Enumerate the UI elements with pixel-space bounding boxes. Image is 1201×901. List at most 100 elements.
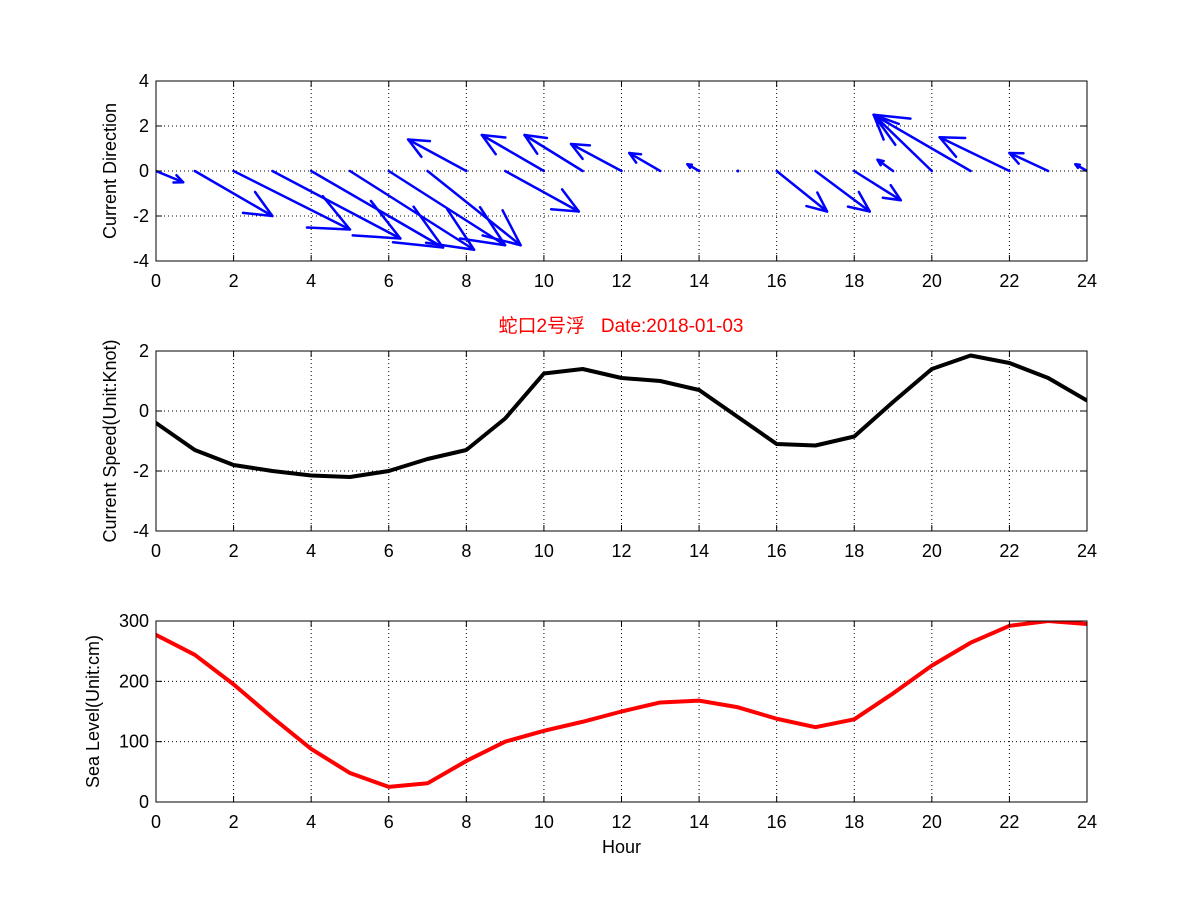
quiver-arrow <box>628 151 662 173</box>
y-tick-label: 0 <box>139 792 149 812</box>
x-tick-label: 18 <box>844 271 864 291</box>
x-tick-label: 20 <box>922 812 942 832</box>
quiver-arrow <box>232 169 352 231</box>
y-tick-label: -4 <box>133 251 149 271</box>
quiver-arrow <box>938 136 1011 173</box>
x-tick-label: 18 <box>844 541 864 561</box>
quiver-arrow-head <box>172 173 185 184</box>
quiver-arrow-shaft <box>569 142 623 173</box>
x-tick-label: 22 <box>999 541 1019 561</box>
quiver-arrow <box>426 169 522 247</box>
x-tick-label: 2 <box>229 271 239 291</box>
quiver-arrow <box>876 158 895 173</box>
x-tick-label: 10 <box>534 541 554 561</box>
x-tick-label: 10 <box>534 271 554 291</box>
quiver-arrow-head <box>881 183 903 202</box>
quiver-arrow-shaft <box>1008 151 1050 173</box>
x-tick-label: 6 <box>384 271 394 291</box>
quiver-arrow-shaft <box>503 169 581 213</box>
quiver-arrow-head <box>1074 163 1082 170</box>
quiver-arrow <box>503 169 581 213</box>
sea-level-line <box>156 621 1087 789</box>
x-tick-label: 6 <box>384 541 394 561</box>
quiver-arrow-shaft <box>426 169 522 247</box>
quiver-arrow <box>309 169 445 249</box>
quiver-arrows <box>156 113 1087 251</box>
x-axis-label: Hour <box>602 837 641 857</box>
quiver-arrow-head <box>686 163 694 170</box>
y-axis-label: Current Speed(Unit:Knot) <box>100 339 120 542</box>
x-tick-label: 20 <box>922 541 942 561</box>
y-tick-label: -4 <box>133 521 149 541</box>
quiver-arrow-head <box>938 136 967 159</box>
quiver-arrow-head <box>241 190 274 218</box>
y-tick-label: 2 <box>139 116 149 136</box>
quiver-arrow <box>1008 151 1050 173</box>
x-tick-label: 22 <box>999 271 1019 291</box>
x-tick-label: 4 <box>306 812 316 832</box>
x-tick-label: 12 <box>611 271 631 291</box>
quiver-arrow-shaft <box>348 169 476 251</box>
quiver-arrow-head <box>305 194 352 231</box>
quiver-arrow <box>569 142 623 173</box>
quiver-arrow-shaft <box>232 169 352 231</box>
quiver-arrow <box>156 169 185 184</box>
quiver-arrow <box>406 138 468 173</box>
x-tick-label: 6 <box>384 812 394 832</box>
quiver-arrow-shaft <box>387 169 507 247</box>
x-tick-label: 14 <box>689 812 709 832</box>
x-tick-label: 16 <box>767 271 787 291</box>
x-tick-label: 2 <box>229 812 239 832</box>
quiver-arrow-shaft <box>853 169 903 202</box>
quiver-arrow-head <box>481 209 522 247</box>
y-axis-label: Sea Level(Unit:cm) <box>83 635 103 788</box>
x-tick-label: 12 <box>611 541 631 561</box>
quiver-arrow <box>271 169 402 240</box>
quiver-arrow-shaft <box>480 133 546 173</box>
x-tick-label: 10 <box>534 812 554 832</box>
x-tick-label: 24 <box>1077 812 1097 832</box>
x-tick-label: 20 <box>922 271 942 291</box>
quiver-arrow-head <box>391 205 445 249</box>
quiver-arrow-shaft <box>628 151 662 173</box>
quiver-arrow-shaft <box>872 113 972 173</box>
quiver-arrow-shaft <box>193 169 274 218</box>
quiver-arrow <box>1074 163 1087 173</box>
quiver-arrow-shaft <box>876 158 895 173</box>
x-tick-label: 12 <box>611 812 631 832</box>
x-tick-label: 22 <box>999 812 1019 832</box>
x-tick-label: 24 <box>1077 541 1097 561</box>
y-tick-label: 100 <box>119 732 149 752</box>
quiver-arrow-head <box>406 138 432 159</box>
quiver-arrow-head <box>480 133 507 156</box>
quiver-arrow <box>686 163 701 173</box>
quiver-arrow-shaft <box>271 169 402 240</box>
y-tick-label: 300 <box>119 611 149 631</box>
current-speed-line <box>156 353 1087 479</box>
quiver-arrow <box>872 113 972 173</box>
quiver-arrow-head <box>628 151 643 164</box>
x-tick-label: 16 <box>767 541 787 561</box>
quiver-arrow <box>193 169 274 218</box>
x-tick-label: 8 <box>461 812 471 832</box>
x-tick-label: 18 <box>844 812 864 832</box>
quiver-arrow-head <box>872 113 912 146</box>
quiver-arrow-head <box>351 199 402 240</box>
x-tick-label: 0 <box>151 812 161 832</box>
quiver-arrow-shaft <box>309 169 445 249</box>
x-tick-label: 0 <box>151 271 161 291</box>
quiver-arrow-head <box>876 158 885 167</box>
x-tick-label: 16 <box>767 812 787 832</box>
y-tick-label: 0 <box>139 161 149 181</box>
figure-title: 蛇口2号浮 Date:2018-01-03 <box>498 315 743 337</box>
quiver-arrow-shaft <box>406 138 468 173</box>
quiver-arrow-head <box>523 133 549 155</box>
quiver-arrow-head <box>549 188 581 213</box>
x-tick-label: 4 <box>306 271 316 291</box>
y-tick-label: -2 <box>133 461 149 481</box>
quiver-arrow <box>814 169 872 213</box>
